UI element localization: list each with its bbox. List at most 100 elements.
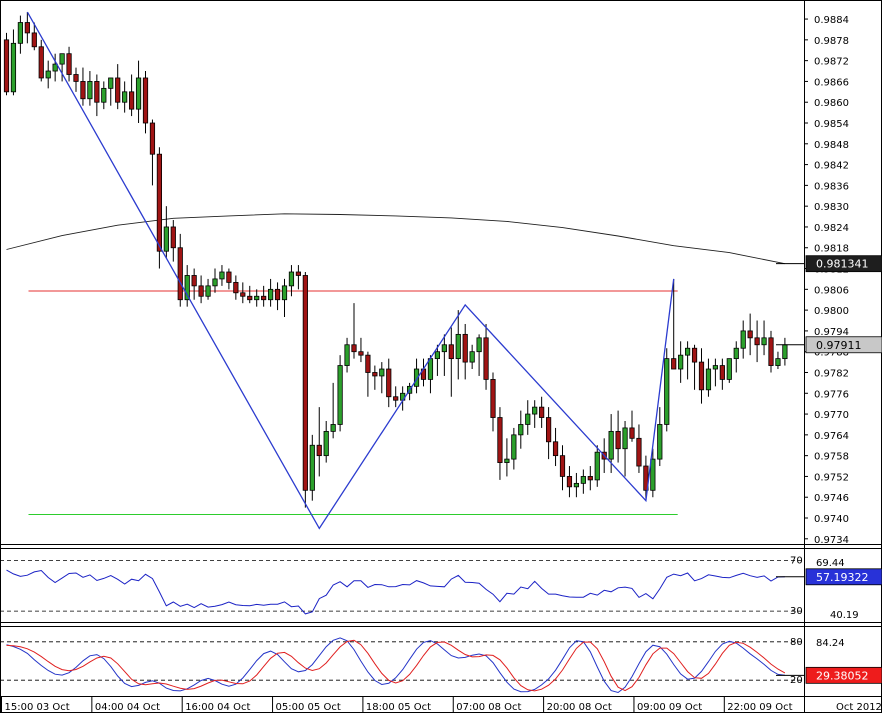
candle [115, 64, 121, 110]
candle-body-bull [323, 430, 329, 457]
price-tick-label: 0.9818 [814, 244, 849, 255]
time-tick-label: 16:00 04 Oct [185, 702, 250, 713]
candle [775, 351, 781, 370]
candle-body-bull [685, 347, 691, 356]
candle-body-bull [184, 275, 190, 301]
candle-body-bull [518, 424, 524, 436]
candle [733, 341, 739, 373]
candle [135, 60, 142, 124]
candle [448, 327, 454, 397]
candle [705, 358, 712, 397]
candle [615, 410, 621, 463]
price-tick-label: 0.9830 [814, 202, 849, 213]
candle-body-bull [678, 354, 684, 370]
candle-body-bear [240, 292, 246, 297]
candle-body-bear [274, 288, 281, 301]
candle-body-bear [247, 295, 253, 301]
candle [372, 365, 378, 390]
candle [594, 445, 600, 487]
candle [497, 407, 503, 480]
candle [636, 424, 642, 473]
candle [87, 71, 93, 106]
candle [52, 53, 58, 82]
candle-body-bull [434, 351, 441, 360]
candle-body-bear [115, 77, 121, 103]
candle [94, 74, 100, 117]
candle [782, 337, 788, 366]
candle [518, 410, 524, 449]
price-tick-label: 0.9776 [814, 389, 849, 400]
candle-body-bear [38, 46, 44, 79]
candle [413, 358, 420, 394]
candle-body-bear [142, 77, 149, 124]
candle [38, 39, 44, 82]
candle-body-bull [87, 81, 93, 100]
candle [441, 334, 447, 376]
candle-body-bull [469, 351, 475, 363]
candle-body-bull [608, 430, 614, 460]
candle [455, 310, 461, 380]
candle-body-bull [455, 333, 461, 360]
price-tick-label: 0.9770 [814, 410, 849, 421]
candle-body-bull [740, 330, 746, 349]
candle [761, 320, 767, 356]
candle-body-bear [365, 354, 371, 373]
candle-body-bear [636, 437, 642, 467]
candle-body-bull [288, 271, 295, 287]
price-tick-label: 0.9824 [814, 223, 849, 234]
candle-body-bear [351, 344, 357, 353]
price-tick-label: 0.9872 [814, 57, 849, 68]
candle [546, 407, 552, 460]
time-tick-label: 09:00 09 Oct [637, 702, 702, 713]
candle [337, 355, 343, 432]
candle-body-bear [747, 330, 753, 339]
price-tick-label: 0.9836 [814, 181, 849, 192]
candle-body-bear [128, 91, 135, 110]
candle [288, 265, 295, 297]
candle-body-bull [712, 365, 719, 370]
candle-body-bull [775, 358, 781, 366]
price-tick-label: 0.9734 [814, 535, 849, 546]
candle-body-bull [344, 344, 350, 366]
candle [691, 344, 698, 390]
price-plot-area [3, 11, 788, 530]
time-tick-label: 18:00 05 Oct [366, 702, 431, 713]
price-tick-label: 0.9878 [814, 36, 849, 47]
candle-body-bear [691, 347, 698, 363]
candle [678, 341, 684, 383]
candle [629, 410, 635, 442]
candle-body-bull [101, 87, 107, 103]
price-tick-label: 0.9848 [814, 140, 849, 151]
candle [539, 396, 545, 428]
candle-body-bear [226, 271, 232, 283]
price-tick-label: 0.9884 [814, 15, 849, 26]
candle-body-bull [504, 458, 510, 463]
candle [698, 348, 705, 404]
price-tick-label: 0.9740 [814, 514, 849, 525]
time-tick-label: 05:00 05 Oct [276, 702, 341, 713]
candle-body-bear [66, 53, 72, 75]
candle [476, 334, 482, 376]
candle [45, 60, 51, 89]
candle [295, 265, 302, 290]
candle-body-bull [205, 285, 211, 297]
candle-body-bull [212, 278, 218, 287]
candle [726, 358, 732, 383]
candle [712, 358, 719, 387]
candle [740, 320, 746, 359]
candle-body-bear [629, 427, 635, 439]
candle-body-bull [122, 91, 128, 103]
candle [365, 351, 371, 397]
candle [573, 472, 580, 498]
candle [566, 466, 573, 498]
candle-body-bull [726, 358, 732, 380]
candle [267, 278, 274, 307]
candle-body-bull [413, 368, 420, 387]
candle [525, 400, 531, 435]
stoch-level-label: 20 [790, 675, 803, 686]
candle-body-bear [386, 368, 392, 398]
candle-body-bear [539, 406, 545, 418]
candle-body-bull [254, 295, 260, 301]
